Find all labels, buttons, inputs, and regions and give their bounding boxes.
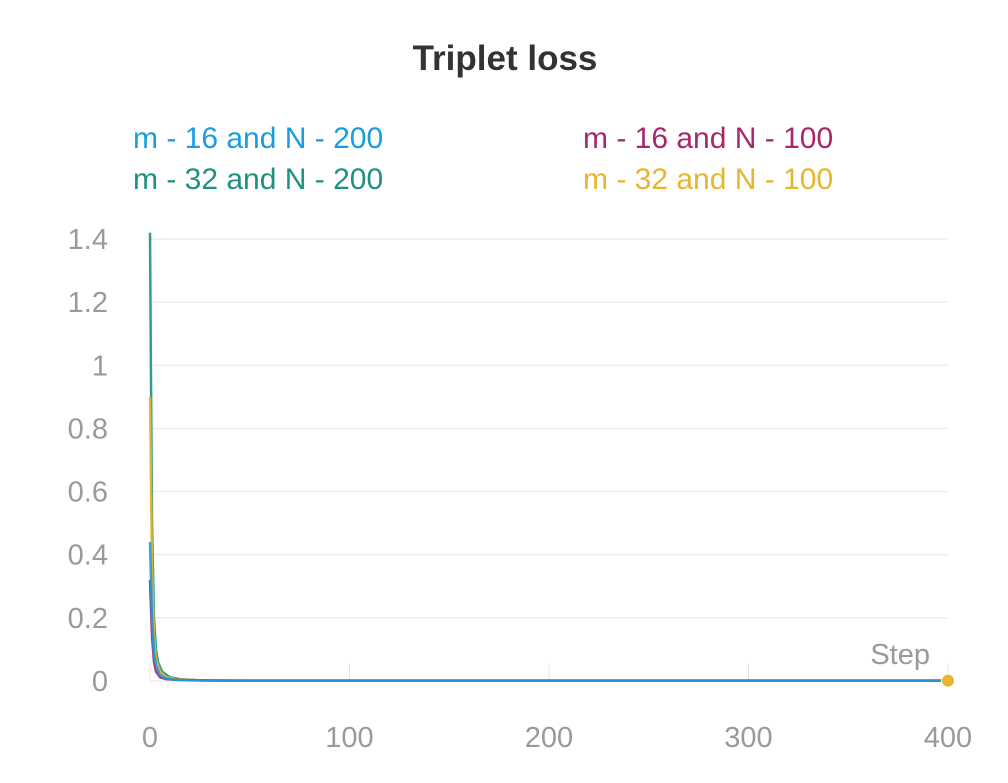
x-axis-label: Step [870, 639, 930, 671]
series-lines [148, 232, 948, 682]
y-axis-ticks: 0 0.2 0.4 0.6 0.8 1 1.2 1.4 [68, 224, 108, 698]
x-tick-label: 0 [142, 722, 158, 754]
series-line [148, 232, 948, 682]
chart-title: Triplet loss [413, 39, 598, 78]
legend-item[interactable]: m - 16 and N - 200 [133, 122, 383, 155]
end-point-marker[interactable] [941, 673, 955, 688]
y-tick-label: 0.8 [68, 413, 108, 445]
legend-item[interactable]: m - 32 and N - 100 [583, 163, 833, 196]
x-axis-ticks: 0 100 200 300 400 [142, 663, 972, 754]
series-line [148, 542, 948, 682]
y-tick-label: 0.4 [68, 540, 108, 572]
series-line [148, 396, 948, 682]
y-tick-label: 1 [92, 350, 108, 382]
x-tick-label: 200 [525, 722, 573, 754]
y-tick-label: 0.2 [68, 603, 108, 635]
x-tick-label: 100 [325, 722, 373, 754]
x-tick-label: 400 [924, 722, 972, 754]
legend: m - 16 and N - 200 m - 16 and N - 100 m - … [133, 122, 833, 196]
legend-item[interactable]: m - 32 and N - 200 [133, 163, 383, 196]
y-tick-label: 0 [92, 666, 108, 698]
x-tick-label: 300 [724, 722, 772, 754]
grid-lines [150, 238, 948, 682]
y-tick-label: 0.6 [68, 477, 108, 509]
end-marker [941, 673, 955, 688]
y-tick-label: 1.4 [68, 224, 108, 256]
legend-item[interactable]: m - 16 and N - 100 [583, 122, 833, 155]
y-tick-label: 1.2 [68, 287, 108, 319]
